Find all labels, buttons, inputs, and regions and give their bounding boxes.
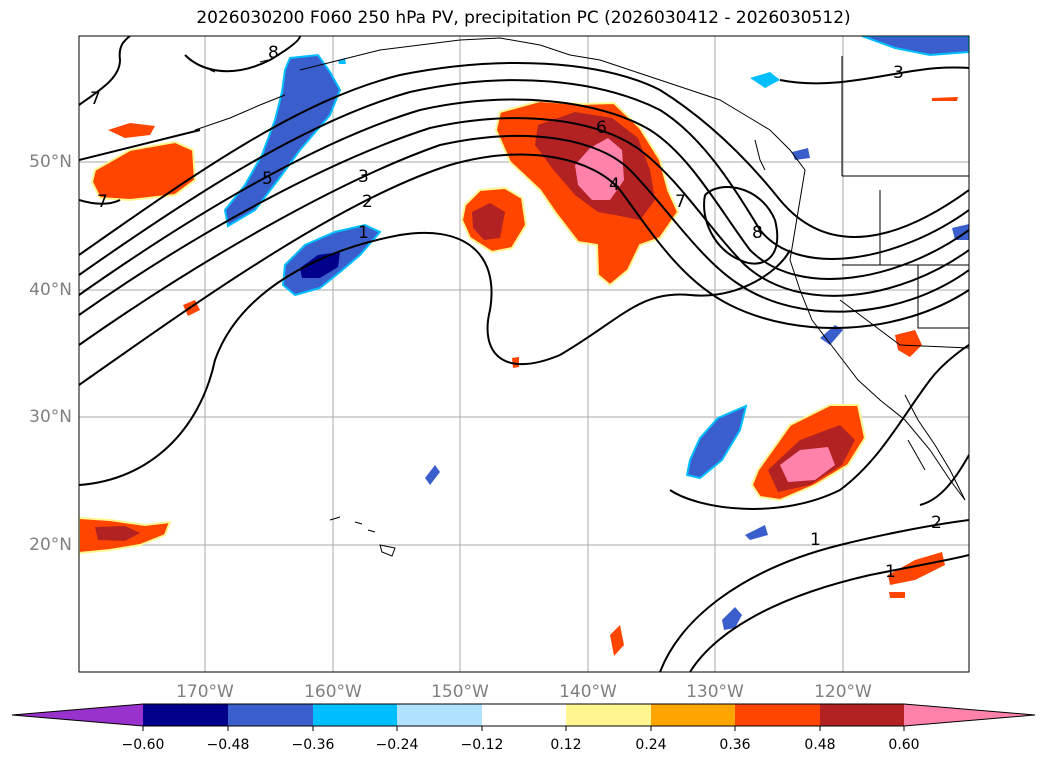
colorbar-label-4: −0.24	[375, 737, 419, 753]
pv-contour-4	[79, 117, 969, 316]
lon-label-140w: 140°W	[559, 682, 617, 702]
contour-label-7-ridge: 7	[675, 192, 686, 212]
precip-pink-subtropic-east	[780, 447, 835, 482]
lon-label-150w: 150°W	[431, 682, 489, 702]
pv-contour-ridge-closed	[703, 186, 779, 265]
precip-neg-gulf-alaska	[861, 36, 969, 57]
pv-contour-5	[79, 134, 969, 346]
canada-border	[841, 56, 969, 177]
colorbar-label-3: −0.36	[291, 737, 335, 753]
precip-pos-small-2	[895, 330, 922, 357]
colorbar-label-1: −0.60	[121, 737, 165, 753]
precip-positive-areas	[79, 97, 958, 656]
map-title: 2026030200 F060 250 hPa PV, precipitatio…	[196, 8, 851, 28]
us-border-states	[842, 190, 969, 329]
contour-label-7-nw: 7	[90, 89, 101, 109]
precip-pos-small-3	[888, 552, 945, 585]
pv-contour-nw-50	[79, 129, 201, 161]
colorbar-label-6: 0.12	[550, 737, 582, 753]
contour-labels: 8 7 7 5 3 2 1 6 4 7 8 3 1 2 1	[90, 43, 942, 582]
lon-label-160w: 160°W	[304, 682, 362, 702]
precip-negative-areas	[223, 36, 969, 630]
precip-neg-coastal-bc	[792, 148, 810, 160]
baja-coast	[904, 394, 966, 501]
precip-neg-east-tropical	[745, 525, 768, 540]
precip-red-midocean	[472, 203, 505, 240]
queen-charlotte	[754, 139, 766, 171]
precip-pos-small-5	[512, 357, 519, 368]
pv-contour-nw-8	[184, 36, 301, 73]
precip-navy-north-central	[300, 252, 340, 278]
pv-contour-far-south	[689, 554, 969, 672]
pv-contours	[79, 36, 969, 672]
contour-label-1: 1	[358, 223, 369, 243]
pv-contour-sw-2	[919, 454, 969, 506]
colorbar-label-2: −0.48	[206, 737, 250, 753]
contour-label-2-south: 2	[931, 513, 942, 533]
lat-label-40n: 40°N	[29, 280, 72, 300]
colorbar-label-10: 0.60	[888, 737, 920, 753]
pv-contour-3	[79, 98, 969, 296]
precip-neg-coastal-ca	[820, 325, 843, 345]
lon-label-170w: 170°W	[176, 682, 234, 702]
pv-contour-subtropic	[669, 344, 969, 510]
pv-contour-6	[79, 153, 969, 386]
alaska-coast	[299, 37, 966, 501]
precip-pos-small-7	[889, 592, 905, 598]
lon-label-120w: 120°W	[814, 682, 872, 702]
precip-pos-small-6	[932, 97, 958, 101]
precip-neg-subtropic	[685, 404, 748, 480]
lat-label-50n: 50°N	[29, 152, 72, 172]
precip-pos-small-4	[610, 625, 624, 656]
aleutian-islands	[194, 59, 286, 131]
precip-neg-east-edge	[952, 224, 969, 240]
pv-contour-low-latitude	[79, 231, 791, 486]
contour-label-1-south: 1	[810, 530, 821, 550]
precip-pos-small-nw	[108, 123, 155, 138]
contour-label-2: 2	[362, 192, 373, 212]
pv-contour-nw-7	[79, 36, 131, 106]
mexico-border	[839, 299, 969, 349]
lat-label-20n: 20°N	[29, 535, 72, 555]
contour-label-3-gulf: 3	[893, 63, 904, 83]
contour-label-6: 6	[596, 118, 607, 138]
pv-contour-1-north	[79, 62, 969, 256]
lat-label-30n: 30°N	[29, 407, 72, 427]
pv-contour-south	[659, 519, 969, 672]
contour-label-8-ridge: 8	[752, 223, 763, 243]
pv-contour-2	[79, 79, 969, 276]
precip-neg-hawaii-small	[425, 465, 440, 485]
colorbar-label-9: 0.48	[804, 737, 836, 753]
precip-neg-south-small	[722, 607, 742, 630]
colorbar-label-7: 0.24	[635, 737, 667, 753]
map-frame	[78, 35, 970, 673]
contour-label-3: 3	[358, 167, 369, 187]
precip-pink-pacific-nw	[575, 138, 624, 200]
contour-label-7-w: 7	[97, 192, 108, 212]
precip-pos-west-pacific	[90, 140, 197, 202]
contour-label-8-nw: 8	[268, 43, 279, 63]
contour-label-4: 4	[609, 175, 620, 195]
precip-red-tropical-west	[95, 526, 140, 541]
precip-lightblue-alaska	[750, 72, 780, 88]
contour-label-1-far-south: 1	[885, 562, 896, 582]
contour-label-5: 5	[262, 169, 273, 189]
hawaii-islands	[329, 516, 396, 557]
pv-contour-gulf-3	[779, 66, 969, 85]
pv-contour-west-7	[79, 199, 121, 205]
lon-label-130w: 130°W	[686, 682, 744, 702]
colorbar-label-8: 0.36	[719, 737, 751, 753]
coastlines	[194, 37, 969, 557]
colorbar-label-5: −0.12	[460, 737, 504, 753]
